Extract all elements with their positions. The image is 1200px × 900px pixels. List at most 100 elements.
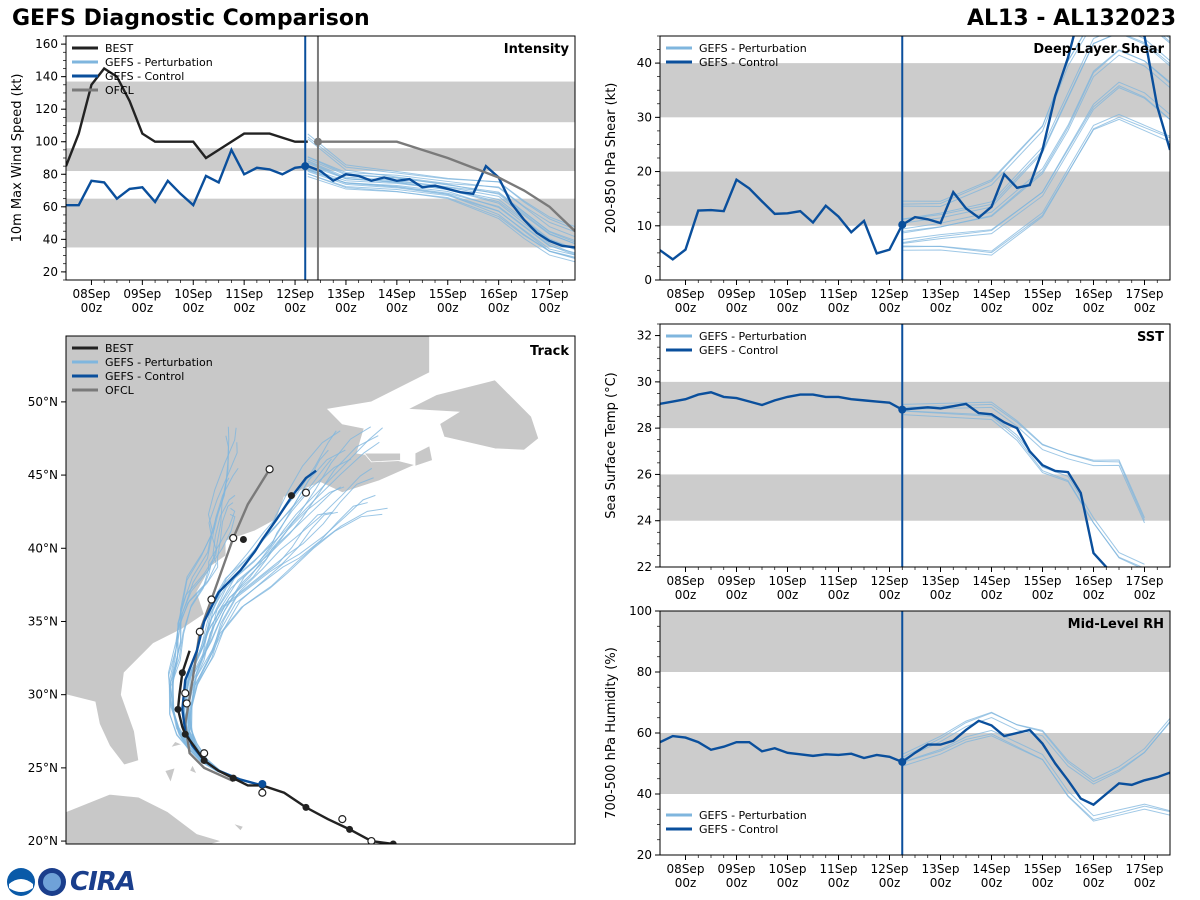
x-tick-label: 00z — [539, 301, 561, 315]
legend-label: GEFS - Control — [699, 344, 778, 357]
noaa-logo-icon — [7, 868, 66, 896]
y-tick-label: 20 — [637, 848, 652, 862]
y-tick-label: 100 — [629, 604, 652, 618]
best-track-point — [346, 825, 354, 833]
lat-tick-label: 35°N — [28, 614, 58, 628]
perturbation-line — [307, 133, 575, 230]
y-tick-label: 30 — [637, 110, 652, 124]
x-tick-label: 14Sep — [378, 287, 416, 301]
x-tick-label: 00z — [930, 876, 952, 890]
land-polygon — [363, 452, 401, 463]
x-tick-label: 00z — [1032, 876, 1054, 890]
control-init-point — [898, 405, 907, 414]
band — [660, 611, 1170, 672]
ofcl-track-point — [258, 788, 267, 797]
legend-label: GEFS - Perturbation — [699, 330, 807, 343]
x-tick-label: 00z — [437, 301, 459, 315]
x-tick-label: 00z — [233, 301, 255, 315]
y-tick-label: 40 — [637, 56, 652, 70]
series-best — [66, 66, 308, 167]
y-tick-label: 32 — [637, 329, 652, 343]
x-tick-label: 12Sep — [871, 862, 909, 876]
x-tick-label: 17Sep — [1126, 287, 1164, 301]
ofcl-track-point — [195, 627, 204, 636]
x-tick-label: 17Sep — [531, 287, 569, 301]
legend-label: GEFS - Perturbation — [105, 56, 213, 69]
lat-tick-label: 20°N — [28, 834, 58, 848]
perturbation-line — [902, 118, 1170, 254]
land-polygon — [231, 822, 245, 832]
land-polygon — [189, 764, 198, 775]
x-tick-label: 16Sep — [1075, 862, 1113, 876]
x-tick-label: 12Sep — [871, 574, 909, 588]
chart-sst: 22242628303208Sep00z09Sep00z10Sep00z11Se… — [604, 323, 1171, 602]
x-tick-label: 00z — [675, 588, 697, 602]
ofcl-track — [184, 468, 271, 783]
y-tick-label: 80 — [637, 665, 652, 679]
x-tick-label: 14Sep — [973, 862, 1011, 876]
x-tick-label: 15Sep — [1024, 287, 1062, 301]
lat-tick-label: 25°N — [28, 761, 58, 775]
legend-label: OFCL — [105, 84, 135, 97]
ofcl-track-point — [181, 689, 190, 698]
band — [66, 148, 575, 172]
y-tick-label: 30 — [637, 375, 652, 389]
cira-logo: CIRA — [6, 866, 136, 898]
ofcl-track-point — [182, 699, 191, 708]
x-tick-label: 00z — [981, 588, 1003, 602]
lat-tick-label: 45°N — [28, 468, 58, 482]
series-gefs-control — [66, 146, 575, 249]
y-axis-label: Sea Surface Temp (°C) — [604, 372, 619, 519]
x-tick-label: 00z — [828, 301, 850, 315]
x-tick-label: 00z — [81, 301, 103, 315]
perturbation-line — [902, 729, 1170, 817]
ofcl-init-point — [313, 137, 322, 146]
perturbation-line — [902, 717, 1170, 785]
legend-label: GEFS - Control — [105, 70, 184, 83]
x-tick-label: 09Sep — [123, 287, 161, 301]
y-tick-label: 10 — [637, 219, 652, 233]
chart-track: 20°N25°N30°N35°N40°N45°N50°NTrackBESTGEF… — [28, 335, 576, 848]
y-axis-label: 700-500 hPa Humidity (%) — [604, 647, 619, 819]
plot-area — [660, 381, 1170, 567]
x-tick-label: 00z — [828, 588, 850, 602]
perturbation-line — [307, 138, 575, 233]
legend-label: GEFS - Control — [105, 370, 184, 383]
land-polygon — [66, 793, 224, 844]
x-tick-label: 00z — [930, 301, 952, 315]
perturbation-line — [902, 414, 1143, 567]
x-tick-label: 10Sep — [769, 287, 807, 301]
y-tick-label: 140 — [35, 70, 58, 84]
y-tick-label: 40 — [637, 787, 652, 801]
land-polygon — [164, 767, 176, 784]
axes-frame — [659, 323, 1171, 568]
x-tick-label: 00z — [879, 588, 901, 602]
x-tick-label: 08Sep — [667, 574, 705, 588]
best-track-point — [200, 757, 208, 765]
storm-id: AL13 - AL132023 — [967, 6, 1176, 31]
perturbation-line — [902, 113, 1170, 252]
y-tick-label: 24 — [637, 514, 652, 528]
perturbation-line — [902, 87, 1170, 245]
land-polygon — [66, 336, 430, 766]
x-tick-label: 10Sep — [769, 574, 807, 588]
legend-label: GEFS - Perturbation — [699, 42, 807, 55]
perturbation-line — [307, 176, 575, 258]
series-ofcl — [317, 140, 575, 233]
ofcl-track-point — [301, 488, 311, 497]
x-tick-label: 00z — [1083, 876, 1105, 890]
perturbation-line — [902, 49, 1170, 230]
perturbation-line — [902, 54, 1170, 233]
panel-title: Intensity — [504, 42, 570, 57]
x-tick-label: 15Sep — [429, 287, 467, 301]
best-track-point — [287, 492, 295, 500]
cira-logo-text: CIRA — [70, 867, 136, 897]
lat-tick-label: 30°N — [28, 688, 58, 702]
y-tick-label: 120 — [35, 102, 58, 116]
y-tick-label: 22 — [637, 560, 652, 574]
ofcl-track-point — [367, 836, 376, 844]
band — [66, 198, 575, 248]
x-tick-label: 08Sep — [667, 862, 705, 876]
x-tick-label: 00z — [1134, 301, 1156, 315]
